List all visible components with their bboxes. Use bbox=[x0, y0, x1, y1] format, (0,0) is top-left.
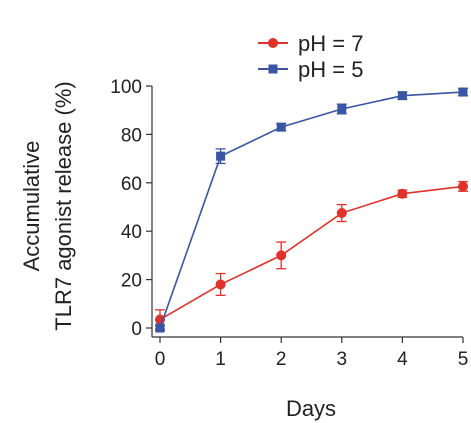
point-ph5-0 bbox=[155, 323, 165, 333]
point-ph5-3 bbox=[337, 104, 347, 114]
point-ph7-1 bbox=[215, 279, 226, 290]
legend-marker-ph5 bbox=[268, 64, 278, 74]
x-tick-label-1: 1 bbox=[215, 349, 226, 370]
y-tick-label-0: 0 bbox=[131, 319, 142, 340]
y-tick-label-100: 100 bbox=[110, 77, 142, 98]
y-tick-label-80: 80 bbox=[121, 125, 142, 146]
y-tick-label-20: 20 bbox=[121, 271, 142, 292]
x-tick-label-4: 4 bbox=[397, 349, 408, 370]
x-tick-label-5: 5 bbox=[458, 349, 469, 370]
series-line-ph7 bbox=[159, 185, 464, 321]
point-ph5-2 bbox=[276, 122, 286, 132]
x-tick-label-0: 0 bbox=[155, 349, 166, 370]
x-tick-label-3: 3 bbox=[337, 349, 348, 370]
point-ph5-1 bbox=[216, 151, 226, 161]
x-axis-title: Days bbox=[286, 396, 336, 421]
point-ph5-4 bbox=[397, 91, 407, 101]
y-axis-title-line1: Accumulative bbox=[19, 141, 44, 272]
legend-label-ph7: pH = 7 bbox=[298, 31, 363, 56]
point-ph5-5 bbox=[458, 87, 468, 97]
point-ph7-4 bbox=[397, 188, 408, 199]
y-tick-label-40: 40 bbox=[121, 222, 142, 243]
point-ph7-2 bbox=[276, 250, 287, 261]
y-axis-title-line2: TLR7 agonist release (%) bbox=[51, 81, 76, 330]
point-ph7-3 bbox=[336, 208, 347, 219]
y-tick-label-60: 60 bbox=[121, 174, 142, 195]
x-tick-label-2: 2 bbox=[276, 349, 287, 370]
legend: pH = 7 pH = 5 bbox=[258, 31, 363, 82]
plot-area: 0 20 40 60 80 100 0 1 2 3 4 5 bbox=[110, 77, 468, 370]
point-ph7-5 bbox=[458, 181, 468, 192]
legend-marker-ph7 bbox=[268, 38, 278, 48]
series-line-ph5 bbox=[159, 91, 464, 329]
legend-label-ph5: pH = 5 bbox=[298, 57, 363, 82]
